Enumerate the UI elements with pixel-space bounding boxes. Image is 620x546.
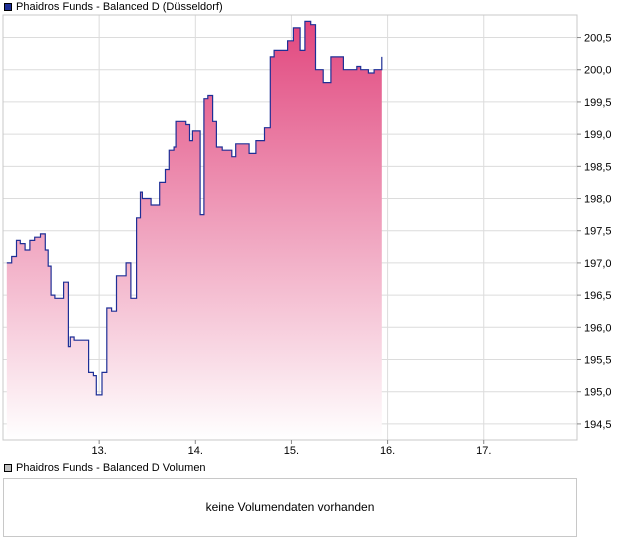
x-tick-label: 15. <box>284 445 299 457</box>
price-legend-swatch <box>4 3 12 11</box>
y-tick-label: 194,5 <box>584 419 612 431</box>
plot-frame <box>2 14 578 441</box>
x-tick-label: 14. <box>188 445 203 457</box>
price-line <box>6 20 383 396</box>
price-area-fill <box>6 21 382 441</box>
y-tick-label: 198,0 <box>584 194 612 206</box>
volume-legend-label: Phaidros Funds - Balanced D Volumen <box>16 462 206 474</box>
y-tick-label: 199,5 <box>584 97 612 109</box>
x-tick-label: 13. <box>91 445 106 457</box>
price-legend: Phaidros Funds - Balanced D (Düsseldorf) <box>4 0 223 14</box>
y-tick-label: 200,5 <box>584 33 612 45</box>
y-tick-label: 199,0 <box>584 129 612 141</box>
x-tick-label: 17. <box>476 445 491 457</box>
y-tick-label: 200,0 <box>584 65 612 77</box>
x-tick-label: 16. <box>380 445 395 457</box>
y-tick-label: 197,0 <box>584 258 612 270</box>
y-tick-label: 198,5 <box>584 161 612 173</box>
x-axis: 13. 14. 15. 16. 17. <box>91 440 491 457</box>
y-tick-label: 196,5 <box>584 290 612 302</box>
volume-legend-swatch <box>4 464 12 472</box>
y-tick-label: 195,0 <box>584 387 612 399</box>
y-tick-label: 196,0 <box>584 322 612 334</box>
y-axis: 194,5 195,0 195,5 196,0 196,5 197,0 197,5 198,0… <box>577 33 612 431</box>
volume-legend: Phaidros Funds - Balanced D Volumen <box>4 461 206 475</box>
y-tick-label: 195,5 <box>584 355 612 367</box>
price-legend-label: Phaidros Funds - Balanced D (Düsseldorf) <box>16 1 223 13</box>
volume-panel: keine Volumendaten vorhanden <box>3 478 577 537</box>
price-area <box>6 20 383 441</box>
price-chart: 194,5 195,0 195,5 196,0 196,5 197,0 197,5 198,0… <box>2 14 612 457</box>
plot-border <box>2 14 578 441</box>
y-tick-label: 197,5 <box>584 226 612 238</box>
no-volume-message: keine Volumendaten vorhanden <box>205 500 375 514</box>
